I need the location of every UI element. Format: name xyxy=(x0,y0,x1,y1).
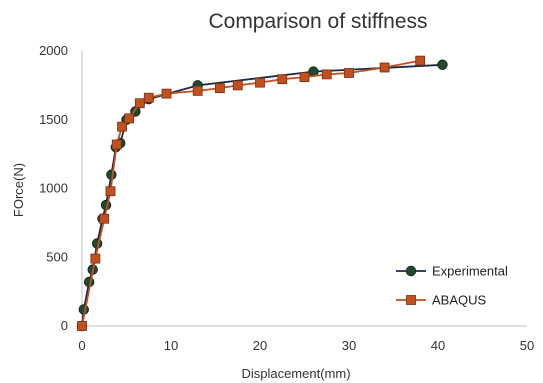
data-point xyxy=(77,321,87,331)
y-axis-ticks: 0 500 1000 1500 2000 xyxy=(39,43,68,333)
legend-label: Experimental xyxy=(432,264,508,279)
legend-marker xyxy=(405,265,417,277)
chart-axes xyxy=(81,51,527,327)
data-point xyxy=(215,83,225,94)
data-point xyxy=(161,88,172,99)
data-point xyxy=(117,121,127,132)
data-point xyxy=(344,68,354,78)
data-point xyxy=(379,62,390,73)
data-point xyxy=(134,98,145,109)
legend-marker xyxy=(406,295,416,305)
series-layer xyxy=(76,55,448,332)
data-point xyxy=(277,74,288,85)
y-tick-label: 500 xyxy=(46,249,68,264)
legend-entry: Experimental xyxy=(396,264,508,279)
series-abaqus xyxy=(77,55,426,331)
x-tick-label: 0 xyxy=(78,338,85,353)
x-tick-label: 40 xyxy=(431,338,445,353)
y-tick-label: 1500 xyxy=(39,112,68,127)
y-tick-label: 2000 xyxy=(39,43,68,58)
data-point xyxy=(415,55,426,66)
data-point xyxy=(232,80,243,91)
y-tick-label: 1000 xyxy=(39,181,68,196)
x-tick-label: 10 xyxy=(164,338,178,353)
legend-entry: ABAQUS xyxy=(396,293,487,308)
data-point xyxy=(111,139,122,150)
data-point xyxy=(437,59,448,70)
legend-entries: Experimental ABAQUS xyxy=(396,264,508,308)
legend-label: ABAQUS xyxy=(432,293,487,308)
data-point xyxy=(143,92,154,103)
x-tick-label: 20 xyxy=(253,338,267,353)
data-point xyxy=(105,186,116,197)
data-point xyxy=(99,213,110,224)
chart-title: Comparison of stiffness xyxy=(208,10,427,33)
data-point xyxy=(192,85,203,96)
legend: Experimental ABAQUS xyxy=(388,255,533,315)
data-point xyxy=(124,113,135,124)
data-point xyxy=(299,72,310,83)
data-point xyxy=(321,69,332,80)
legend-box xyxy=(388,255,533,315)
data-point xyxy=(255,77,265,88)
x-axis-label: Displacement(mm) xyxy=(241,366,350,381)
x-axis-ticks: 0 10 20 30 40 50 xyxy=(78,338,534,353)
y-axis-label: FOrce(N) xyxy=(11,163,26,217)
y-tick-label: 0 xyxy=(61,318,68,333)
x-tick-label: 50 xyxy=(520,338,534,353)
data-point xyxy=(90,253,101,264)
x-tick-label: 30 xyxy=(342,338,356,353)
